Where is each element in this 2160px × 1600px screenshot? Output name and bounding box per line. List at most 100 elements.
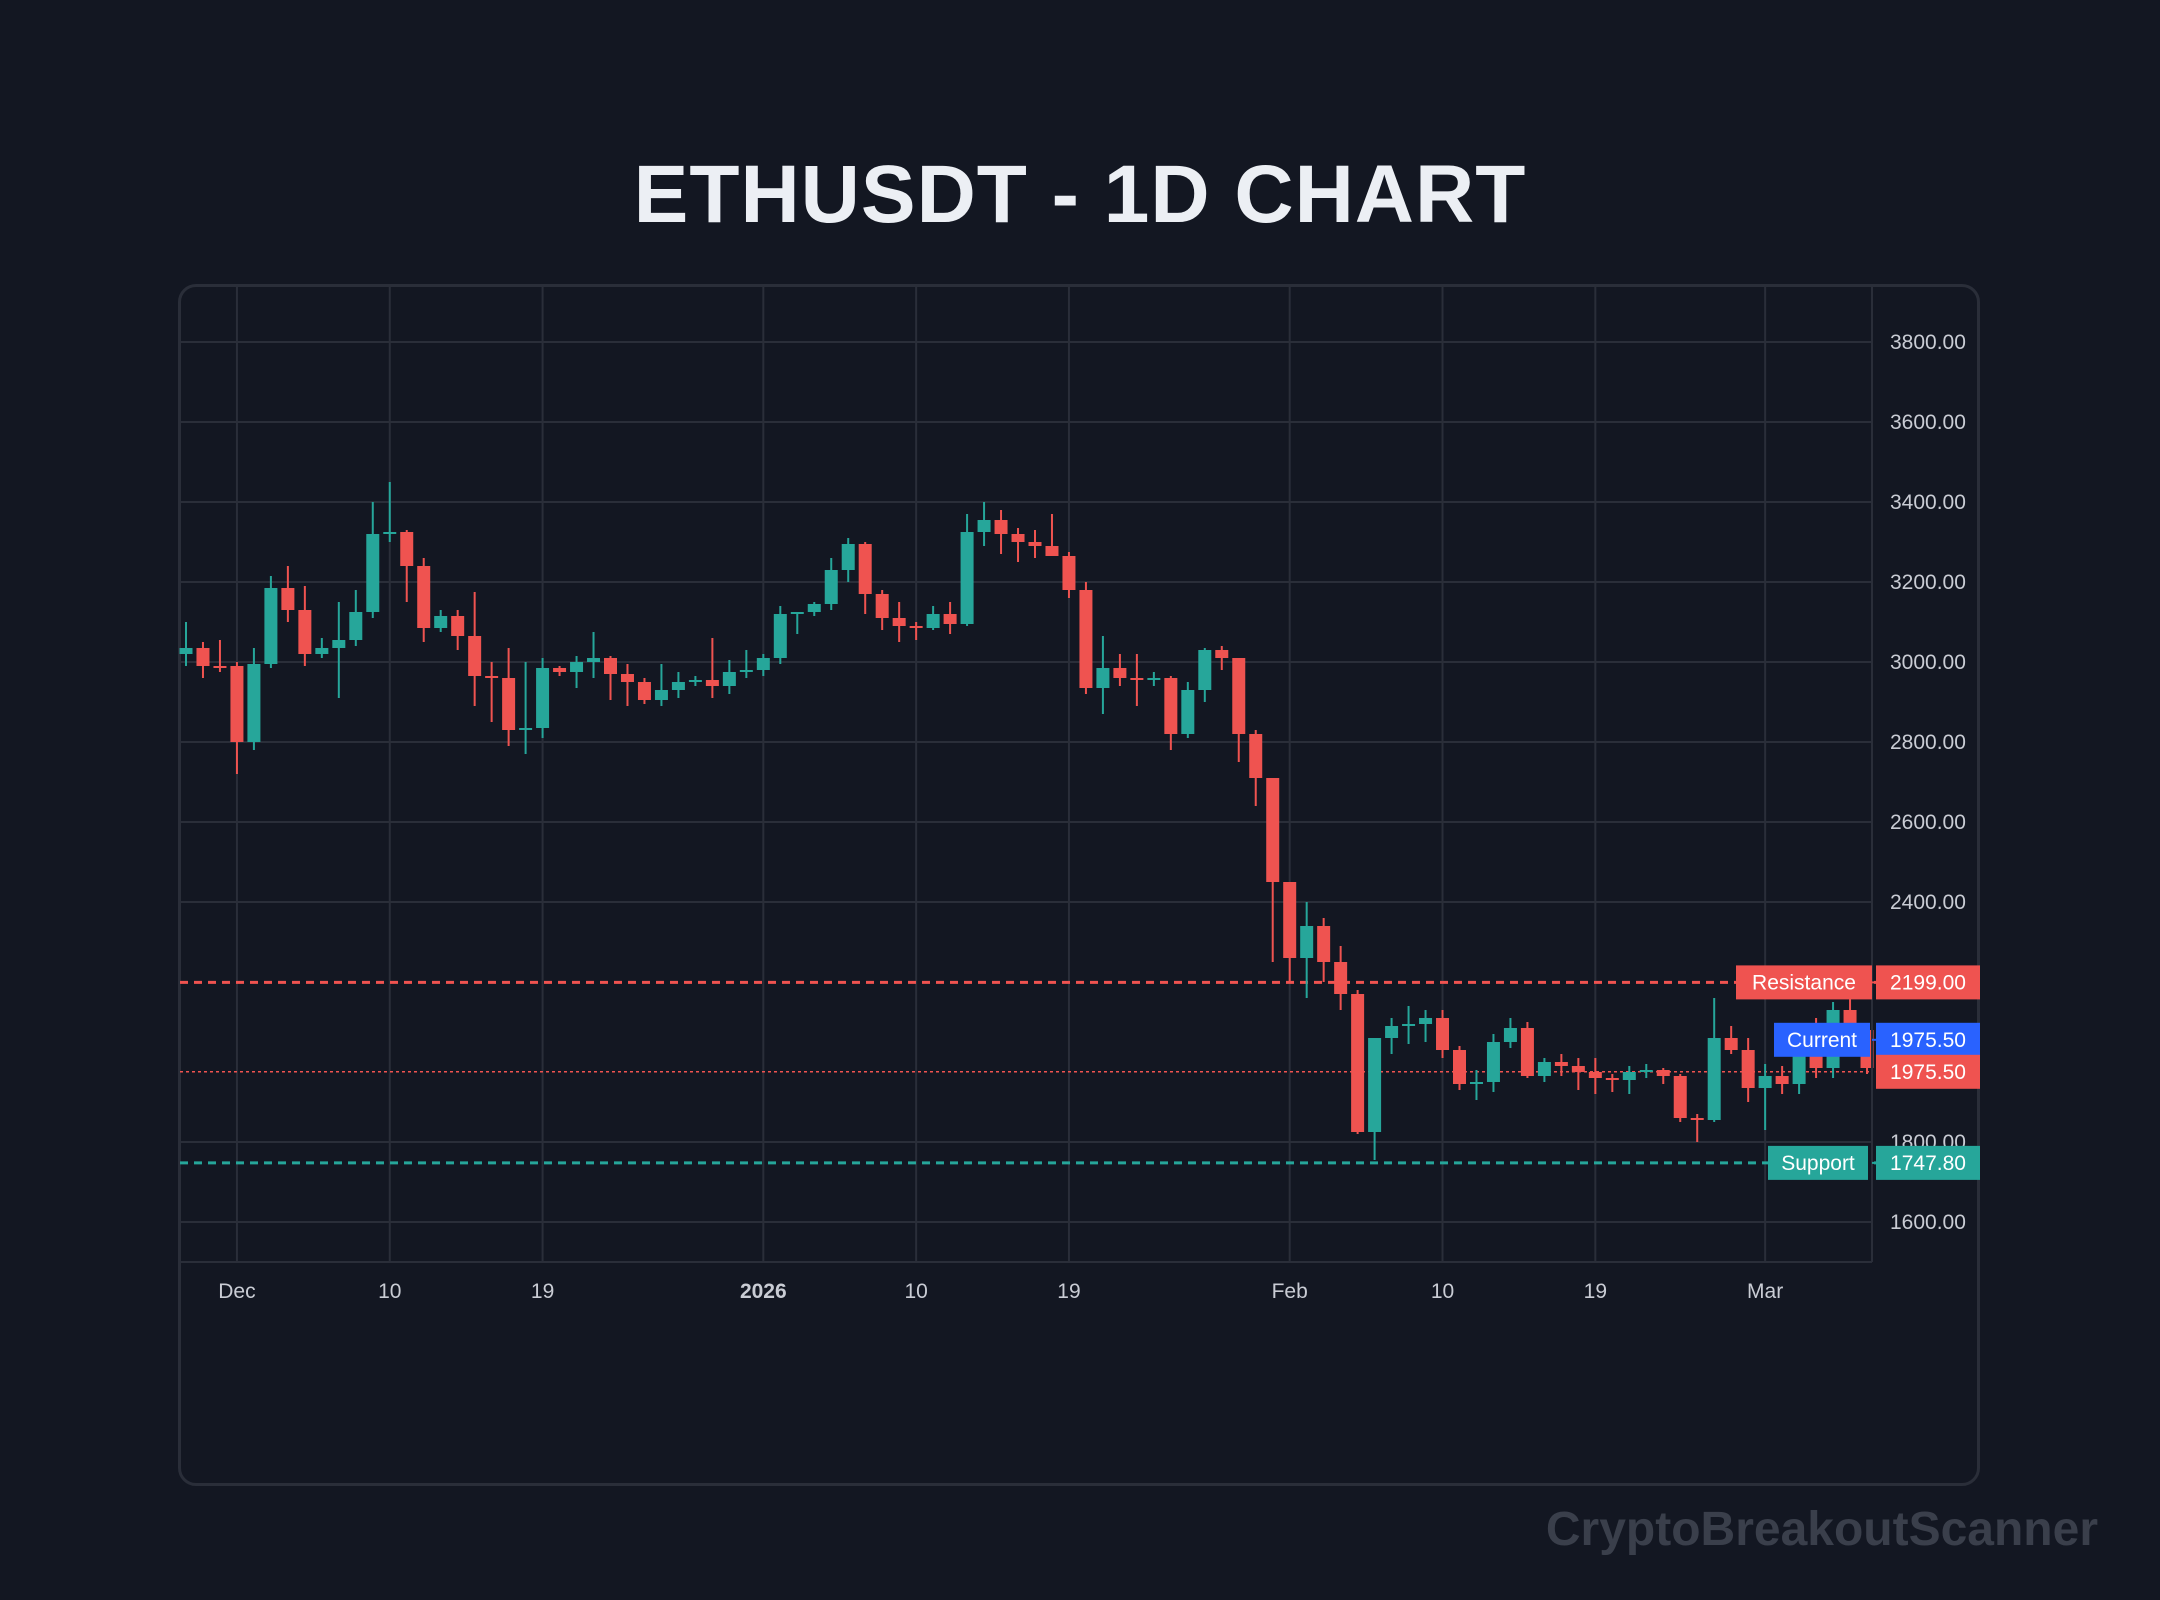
candle-body [977, 520, 991, 532]
level-value-badge-resistance-bg [1876, 965, 1980, 1000]
candle-body [1249, 734, 1263, 778]
candles [179, 482, 1891, 1160]
candle-body [1266, 778, 1280, 882]
candle-body [1113, 668, 1127, 678]
candle-body [960, 532, 974, 624]
candle-body [298, 610, 312, 654]
candle-body [1147, 678, 1161, 680]
x-tick-label: 2026 [740, 1280, 787, 1303]
candle-body [1368, 1038, 1382, 1132]
candle-body [451, 616, 465, 636]
level-name-badge-current-bg [1774, 1022, 1870, 1057]
candle-body [1707, 1038, 1721, 1120]
y-tick-label: 3800.00 [1890, 331, 1966, 354]
candle-body [824, 570, 838, 604]
last-price-badge: 1975.50 [1876, 1054, 1980, 1089]
y-tick-label: 1600.00 [1890, 1211, 1966, 1234]
page-title: ETHUSDT - 1D CHART [633, 149, 1527, 240]
x-tick-label: Feb [1272, 1280, 1308, 1303]
candle-body [1690, 1118, 1704, 1120]
candle-body [1792, 1048, 1806, 1084]
candle-body [637, 682, 651, 700]
last-price-badge-text: 1975.50 [1890, 1061, 1966, 1084]
candle-body [1741, 1050, 1755, 1088]
candle-body [671, 682, 685, 690]
candle-body [604, 658, 617, 674]
candle-body [1656, 1070, 1670, 1076]
candle-body [1130, 678, 1144, 680]
candle-body [841, 544, 855, 570]
level-name-badge-support-bg [1768, 1145, 1868, 1180]
level-name-badge-support: Support [1768, 1145, 1868, 1180]
candle-body [1588, 1072, 1602, 1078]
candle-body [1334, 962, 1348, 994]
candle-body [1164, 678, 1178, 734]
level-name-badge-resistance: Resistance [1736, 965, 1872, 1000]
candle-body [1486, 1042, 1500, 1082]
candle-body [1079, 590, 1093, 688]
y-tick-label: 2400.00 [1890, 891, 1966, 914]
candle-body [620, 674, 634, 682]
level-value-badge-current-text: 1975.50 [1890, 1029, 1966, 1052]
chart-panel [178, 284, 1980, 1486]
price-levels [180, 980, 1980, 1165]
candle-body [722, 672, 736, 686]
candle-body [264, 588, 278, 664]
level-value-badge-support-text: 1747.80 [1890, 1152, 1966, 1175]
level-value-badge-current: 1975.50 [1876, 1022, 1980, 1057]
y-tick-label: 3200.00 [1890, 571, 1966, 594]
candle-body [1758, 1076, 1772, 1088]
candle-body [926, 614, 940, 628]
candle-body [858, 544, 872, 594]
candle-body [1436, 1018, 1450, 1050]
candle-body [1028, 542, 1042, 546]
level-name-badge-resistance-text: Resistance [1752, 971, 1856, 994]
x-tick-label: 19 [1057, 1280, 1080, 1303]
level-name-badge-current: Current [1774, 1022, 1870, 1057]
level-value-badge-support: 1747.80 [1876, 1145, 1980, 1180]
level-name-badge-resistance-bg [1736, 965, 1872, 1000]
candle-body [383, 532, 397, 534]
level-value-badge-current-bg [1876, 1022, 1980, 1057]
candle-body [502, 678, 516, 730]
candle-body [485, 676, 499, 678]
candle-body [1639, 1070, 1653, 1072]
candle-body [1537, 1062, 1551, 1076]
candle-body [468, 636, 482, 676]
candle-body [1232, 658, 1246, 734]
x-tick-label: 19 [531, 1280, 554, 1303]
axes: 3800.00 3600.00 3400.00 3200.00 3000.00 2800.… [180, 286, 1966, 1303]
candle-body [807, 604, 821, 612]
level-name-badge-support-text: Support [1781, 1152, 1855, 1175]
candle-body [1520, 1028, 1534, 1076]
y-tick-label: 3400.00 [1890, 491, 1966, 514]
candle-body [994, 520, 1008, 534]
candle-body [213, 666, 227, 668]
candle-body [705, 680, 719, 686]
y-tick-label: 3600.00 [1890, 411, 1966, 434]
candle-body [739, 670, 753, 672]
candle-body [790, 612, 804, 614]
candle-body [366, 534, 380, 612]
candle-body [688, 680, 702, 682]
candle-body [1622, 1072, 1636, 1080]
candle-body [1283, 882, 1297, 958]
x-tick-label: 10 [1431, 1280, 1454, 1303]
candle-body [1419, 1018, 1433, 1024]
watermark: CryptoBreakoutScanner [1545, 1503, 2098, 1556]
last-price-badge-bg [1876, 1054, 1980, 1089]
y-tick-label: 2600.00 [1890, 811, 1966, 834]
candle-body [332, 640, 346, 648]
candle-body [400, 532, 414, 566]
candle-body [281, 588, 295, 610]
candle-body [773, 614, 787, 658]
level-value-badge-resistance-text: 2199.00 [1890, 971, 1966, 994]
candle-body [1571, 1066, 1585, 1072]
candle-body [570, 662, 584, 672]
y-tick-label: 3000.00 [1890, 651, 1966, 674]
candle-body [1453, 1050, 1466, 1084]
candle-body [587, 658, 601, 662]
candle-body [1215, 650, 1229, 658]
candle-body [875, 594, 889, 618]
